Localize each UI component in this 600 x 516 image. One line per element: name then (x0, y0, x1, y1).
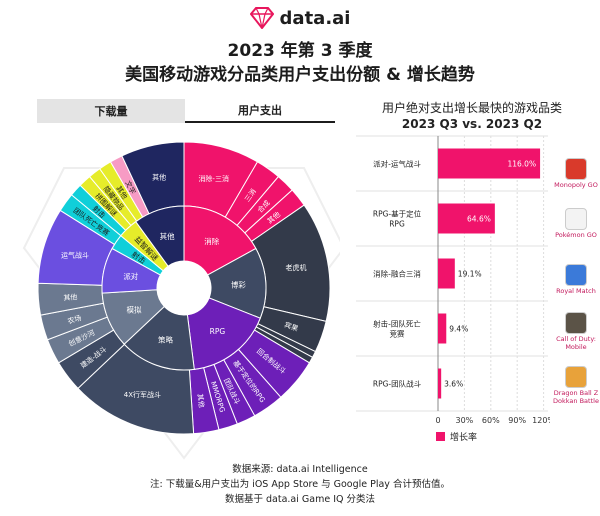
outer-ring-label-13: 4X行军战斗 (124, 390, 161, 399)
outer-ring-label-16: 农场 (66, 313, 82, 325)
outer-ring-label-4: 老虎机 (286, 263, 307, 272)
inner-ring-label-1: 博彩 (231, 280, 246, 290)
inner-ring-label-4: 模拟 (126, 305, 141, 315)
outer-ring-label-0: 消除-三消 (198, 174, 229, 183)
footer-source: 数据来源: data.ai Intelligence (232, 464, 368, 475)
category-label-1: RPG-基于定位 RPG (373, 209, 422, 229)
outer-ring-label-5: 宾果 (283, 320, 299, 333)
chart-title-line2: 美国移动游戏分品类用户支出份额 & 增长趋势 (125, 65, 475, 85)
game-name-1: Monopoly GO (554, 181, 598, 189)
bar-value-label-4: 3.6% (444, 380, 463, 389)
footer-taxonomy: 数据基于 data.ai Game IQ 分类法 (224, 494, 376, 505)
category-label-3: 射击-团队死亡竞赛 (373, 319, 421, 339)
game-icon-2: Pokémon GO (552, 208, 600, 239)
inner-ring-label-5: 派对 (123, 271, 138, 281)
footer-notes: 数据来源: data.ai Intelligence 注: 下载量&用户支出为 … (0, 462, 600, 507)
legend-swatch (436, 432, 445, 441)
tab-user-spend[interactable]: 用户支出 (185, 99, 335, 123)
sunburst-center (157, 261, 211, 315)
outer-ring-label-17: 其他 (63, 292, 78, 302)
x-tick-label-0: 0 (435, 416, 440, 424)
bar-chart-title: 用户绝对支出增长最快的游戏品类 (381, 101, 562, 115)
brand-logo: data.ai (0, 6, 600, 30)
legend-label: 增长率 (450, 433, 478, 443)
growth-bar-chart: 0 30% 60% 90% 120% 116.0% 派对-运气战斗 64.6% RPG-基于定位… (356, 135, 550, 424)
bar-value-label-1: 64.6% (467, 215, 491, 224)
bar-value-label-0: 116.0% (507, 160, 536, 169)
game-name-4: Call of Duty: Mobile (556, 335, 596, 351)
x-tick-label-1: 30% (456, 416, 474, 424)
game-icon-1: Monopoly GO (552, 158, 600, 189)
inner-ring-label-8: 其他 (160, 231, 175, 241)
sunburst-chart: 消除-三消三消合成其他老虎机宾果回合制战斗基于定位的RPG团队战斗MMORPG其… (22, 141, 340, 460)
game-name-2: Pokémon GO (555, 231, 597, 239)
bar-legend: 增长率 (436, 430, 477, 443)
bar-3 (438, 313, 447, 344)
game-icon-3: Royal Match (552, 264, 600, 295)
category-label-2: 消除-融合三消 (373, 269, 421, 279)
bar-4 (438, 368, 442, 399)
game-icon-5: Dragon Ball Z Dokkan Battle (552, 366, 600, 405)
game-name-3: Royal Match (556, 287, 596, 295)
inner-ring-label-2: RPG (210, 327, 226, 336)
outer-ring-label-25: 其他 (152, 173, 166, 182)
x-tick-label-3: 90% (508, 416, 526, 424)
monopoly-go-icon (565, 158, 587, 180)
inner-ring-label-0: 消除 (204, 236, 219, 246)
outer-ring-label-18: 运气战斗 (61, 251, 89, 260)
bar-value-label-3: 9.4% (449, 325, 468, 334)
logo-text: data.ai (279, 7, 351, 29)
royal-match-icon (565, 264, 587, 286)
game-icon-4: Call of Duty: Mobile (552, 312, 600, 351)
footer-note: 注: 下载量&用户支出为 iOS App Store 与 Google Play… (150, 479, 450, 490)
inner-ring-label-3: 策略 (158, 334, 173, 344)
bar-1 (438, 203, 495, 234)
pokemon-go-icon (565, 208, 587, 230)
bar-chart-subtitle: 2023 Q3 vs. 2023 Q2 (401, 117, 543, 131)
dragon-ball-icon (565, 366, 587, 388)
call-of-duty-icon (565, 312, 587, 334)
outer-ring-label-12: 其他 (195, 393, 206, 408)
bar-value-label-2: 19.1% (458, 270, 482, 279)
game-name-5: Dragon Ball Z Dokkan Battle (553, 389, 599, 405)
x-tick-label-2: 60% (482, 416, 500, 424)
chart-title-line1: 2023 年第 3 季度 (227, 41, 373, 61)
bar-0 (438, 148, 541, 179)
x-tick-label-4: 120% (532, 416, 550, 424)
diamond-logo-icon (249, 7, 274, 29)
tab-downloads[interactable]: 下载量 (37, 99, 185, 123)
category-label-4: RPG-团队战斗 (373, 379, 422, 389)
bar-2 (438, 258, 455, 289)
category-label-0: 派对-运气战斗 (373, 159, 421, 169)
